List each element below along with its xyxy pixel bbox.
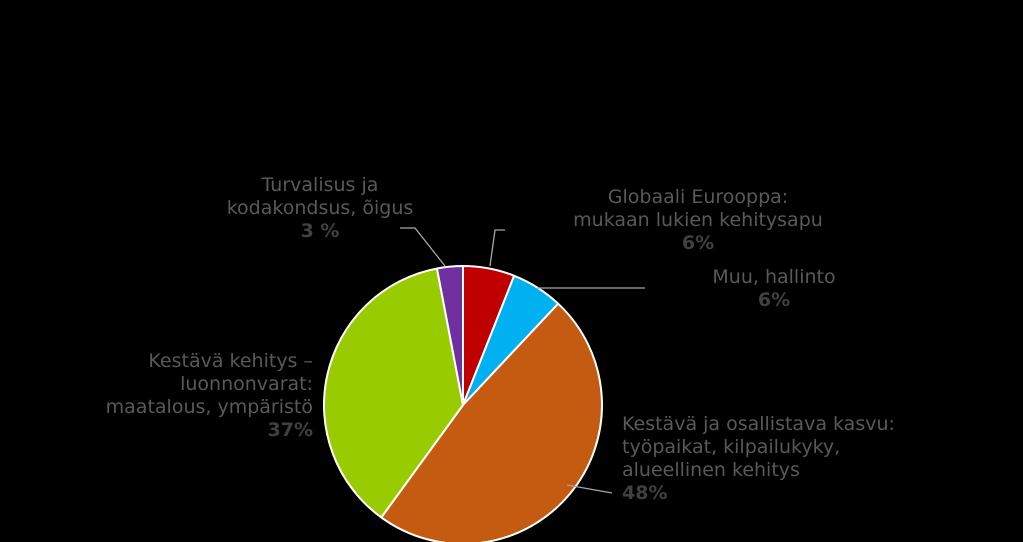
label-line: Turvalisus ja bbox=[261, 174, 379, 196]
label-line: työpaikat, kilpailukyky, bbox=[622, 436, 841, 458]
percent-label: 3 % bbox=[300, 220, 340, 242]
label-kestava-kasvu: Kestävä ja osallistava kasvu: työpaikat,… bbox=[622, 413, 942, 505]
slice-turvalisus bbox=[435, 264, 464, 406]
leader-kestava-kasvu bbox=[566, 484, 613, 494]
label-line: luonnonvarat: bbox=[180, 373, 313, 395]
label-line: maatalous, ympäristö bbox=[105, 396, 313, 418]
label-line: Kestävä ja osallistava kasvu: bbox=[622, 413, 895, 435]
percent-label: 37% bbox=[267, 419, 313, 441]
percent-label: 6% bbox=[757, 289, 791, 311]
leader-turvalisus bbox=[400, 227, 446, 267]
label-turvalisus: Turvalisus ja kodakondsus, õigus 3 % bbox=[160, 174, 480, 243]
label-globaali-eurooppa: Globaali Eurooppa: mukaan lukien kehitys… bbox=[548, 186, 848, 255]
leader-globaali-eurooppa bbox=[489, 229, 505, 267]
percent-label: 48% bbox=[622, 482, 668, 504]
label-line: Globaali Eurooppa: bbox=[607, 186, 789, 208]
label-line: Kestävä kehitys – bbox=[148, 350, 313, 372]
label-line: kodakondsus, õigus bbox=[226, 197, 414, 219]
percent-label: 6% bbox=[681, 232, 715, 254]
label-line: mukaan lukien kehitysapu bbox=[573, 209, 823, 231]
label-kestava-kehitys: Kestävä kehitys – luonnonvarat: maatalou… bbox=[60, 350, 313, 442]
slice-kestava-kehitys bbox=[323, 267, 464, 519]
slice-kestava-kasvu bbox=[380, 302, 603, 542]
label-line: alueellinen kehitys bbox=[622, 459, 800, 481]
label-muu-hallinto: Muu, hallinto 6% bbox=[674, 266, 874, 312]
label-line: Muu, hallinto bbox=[712, 266, 836, 288]
